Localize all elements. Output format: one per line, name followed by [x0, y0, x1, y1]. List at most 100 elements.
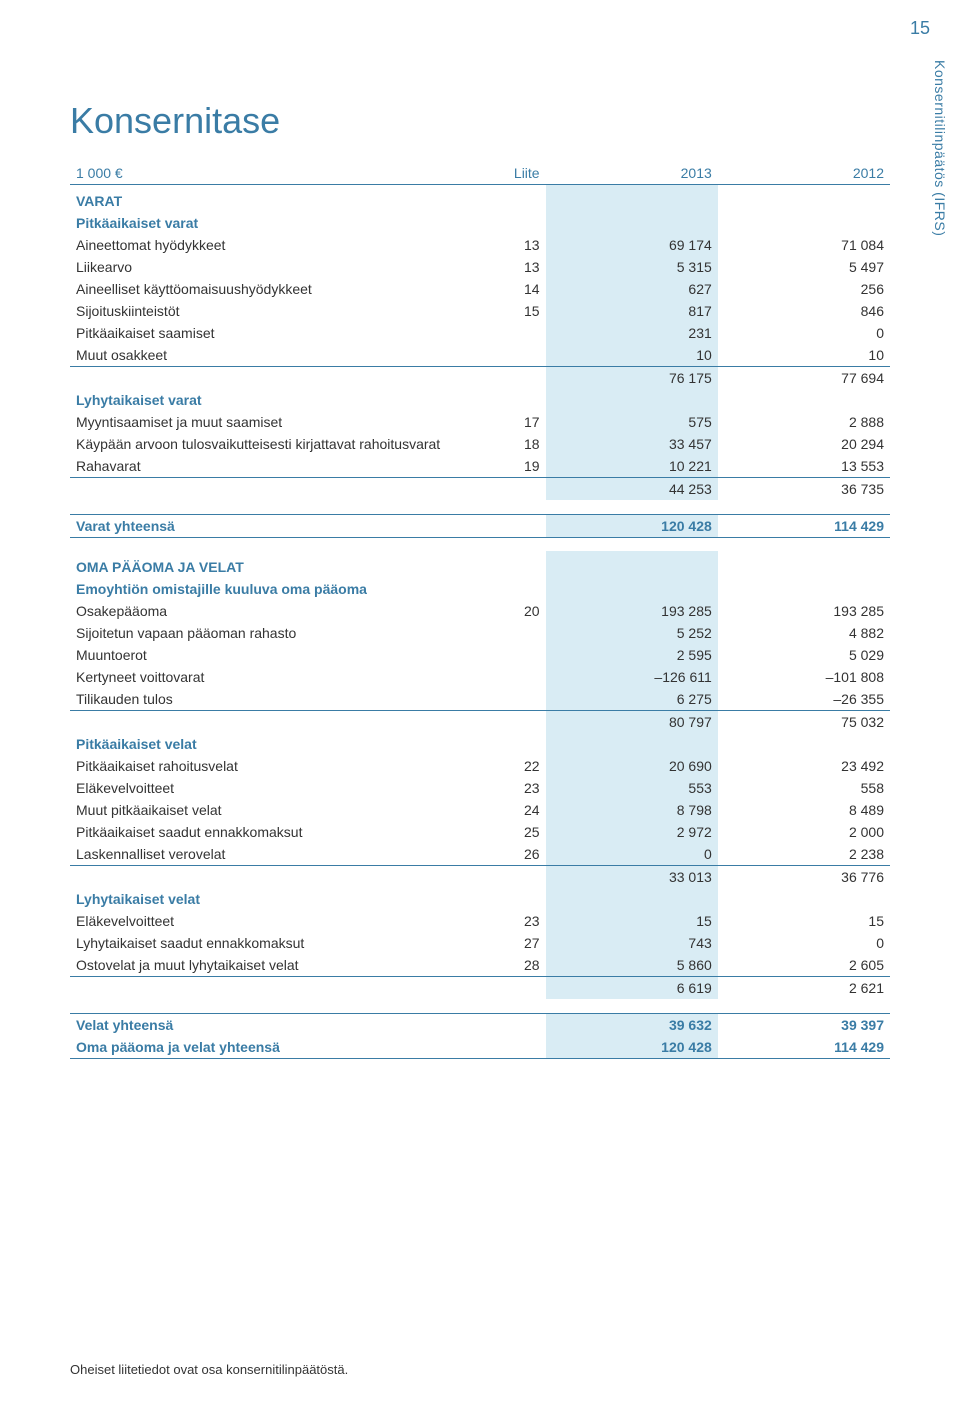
- row-label: Muuntoerot: [70, 644, 464, 666]
- table-row: Pitkäaikaiset saamiset2310: [70, 322, 890, 344]
- table-row: Emoyhtiön omistajille kuuluva oma pääoma: [70, 578, 890, 600]
- table-row: Varat yhteensä120 428114 429: [70, 514, 890, 537]
- col-2013: 2013: [546, 162, 718, 185]
- table-row: Muuntoerot 2 5955 029: [70, 644, 890, 666]
- row-liite: 17: [464, 411, 546, 433]
- row-2012: 23 492: [718, 755, 890, 777]
- row-label: Sijoituskiinteistöt: [70, 300, 464, 322]
- row-label: Pitkäaikaiset varat: [70, 212, 464, 234]
- table-row: Laskennalliset verovelat2602 238: [70, 843, 890, 866]
- row-2012: 193 285: [718, 600, 890, 622]
- row-2012: [718, 733, 890, 755]
- row-liite: [464, 733, 546, 755]
- row-2012: 2 605: [718, 954, 890, 977]
- row-2013: 33 013: [546, 866, 718, 889]
- row-label: Pitkäaikaiset velat: [70, 733, 464, 755]
- page-title: Konsernitase: [70, 100, 890, 142]
- col-liite: Liite: [464, 162, 546, 185]
- table-row: [70, 537, 890, 551]
- row-liite: [464, 644, 546, 666]
- table-row: Pitkäaikaiset velat: [70, 733, 890, 755]
- row-2012: 5 029: [718, 644, 890, 666]
- table-row: Muut osakkeet1010: [70, 344, 890, 367]
- row-2013: 120 428: [546, 1036, 718, 1059]
- row-2013: 2 972: [546, 821, 718, 843]
- row-2012: 2 621: [718, 977, 890, 1000]
- table-row: VARAT: [70, 185, 890, 213]
- row-2013: 5 860: [546, 954, 718, 977]
- row-2013: 80 797: [546, 711, 718, 734]
- row-label: Pitkäaikaiset saadut ennakkomaksut: [70, 821, 464, 843]
- table-row: Eläkevelvoitteet23553558: [70, 777, 890, 799]
- row-2013: 627: [546, 278, 718, 300]
- row-label: Sijoitetun vapaan pääoman rahasto: [70, 622, 464, 644]
- row-2012: 2 238: [718, 843, 890, 866]
- row-liite: [464, 1013, 546, 1036]
- table-row: Kertyneet voittovarat–126 611–101 808: [70, 666, 890, 688]
- row-label: Aineelliset käyttöomaisuushyödykkeet: [70, 278, 464, 300]
- row-liite: [464, 322, 546, 344]
- row-liite: [464, 666, 546, 688]
- table-row: Lyhytaikaiset varat: [70, 389, 890, 411]
- row-label: Eläkevelvoitteet: [70, 777, 464, 799]
- row-2012: 15: [718, 910, 890, 932]
- row-2013: 0: [546, 843, 718, 866]
- row-2012: 558: [718, 777, 890, 799]
- row-label: Tilikauden tulos: [70, 688, 464, 711]
- table-row: Tilikauden tulos6 275–26 355: [70, 688, 890, 711]
- row-label: Varat yhteensä: [70, 514, 464, 537]
- row-label: Eläkevelvoitteet: [70, 910, 464, 932]
- table-row: Aineettomat hyödykkeet1369 17471 084: [70, 234, 890, 256]
- row-liite: [464, 622, 546, 644]
- row-2013: 5 315: [546, 256, 718, 278]
- table-row: [70, 500, 890, 514]
- row-liite: 18: [464, 433, 546, 455]
- row-liite: [464, 1036, 546, 1059]
- row-2013: –126 611: [546, 666, 718, 688]
- row-label: Liikearvo: [70, 256, 464, 278]
- row-label: [70, 977, 464, 1000]
- row-2013: 76 175: [546, 367, 718, 390]
- row-liite: 13: [464, 234, 546, 256]
- row-2013: [546, 578, 718, 600]
- table-row: Velat yhteensä39 63239 397: [70, 1013, 890, 1036]
- col-2012: 2012: [718, 162, 890, 185]
- row-2013: 575: [546, 411, 718, 433]
- table-row: Aineelliset käyttöomaisuushyödykkeet1462…: [70, 278, 890, 300]
- balance-table: 1 000 € Liite 2013 2012 VARATPitkäaikais…: [70, 162, 890, 1059]
- row-label: VARAT: [70, 185, 464, 213]
- row-2013: 2 595: [546, 644, 718, 666]
- row-2013: 33 457: [546, 433, 718, 455]
- row-label: Pitkäaikaiset saamiset: [70, 322, 464, 344]
- row-2013: 20 690: [546, 755, 718, 777]
- footnote: Oheiset liitetiedot ovat osa konsernitil…: [70, 1362, 348, 1377]
- row-liite: 14: [464, 278, 546, 300]
- row-2012: 2 000: [718, 821, 890, 843]
- row-2013: 8 798: [546, 799, 718, 821]
- row-2013: [546, 733, 718, 755]
- row-liite: [464, 688, 546, 711]
- row-2012: 8 489: [718, 799, 890, 821]
- row-liite: 23: [464, 910, 546, 932]
- row-liite: [464, 888, 546, 910]
- table-row: Pitkäaikaiset rahoitusvelat2220 69023 49…: [70, 755, 890, 777]
- row-label: [70, 866, 464, 889]
- row-2012: 13 553: [718, 455, 890, 478]
- row-liite: [464, 367, 546, 390]
- row-2012: 36 735: [718, 478, 890, 501]
- row-2012: 114 429: [718, 514, 890, 537]
- row-label: Käypään arvoon tulosvaikutteisesti kirja…: [70, 433, 464, 455]
- row-liite: [464, 212, 546, 234]
- row-label: Laskennalliset verovelat: [70, 843, 464, 866]
- table-row: Liikearvo135 3155 497: [70, 256, 890, 278]
- row-2013: 69 174: [546, 234, 718, 256]
- row-label: Oma pääoma ja velat yhteensä: [70, 1036, 464, 1059]
- row-2012: 0: [718, 932, 890, 954]
- row-2013: 231: [546, 322, 718, 344]
- row-liite: [464, 977, 546, 1000]
- row-label: Myyntisaamiset ja muut saamiset: [70, 411, 464, 433]
- row-liite: 24: [464, 799, 546, 821]
- table-row: 80 79775 032: [70, 711, 890, 734]
- row-2013: [546, 185, 718, 213]
- row-label: OMA PÄÄOMA JA VELAT: [70, 551, 464, 578]
